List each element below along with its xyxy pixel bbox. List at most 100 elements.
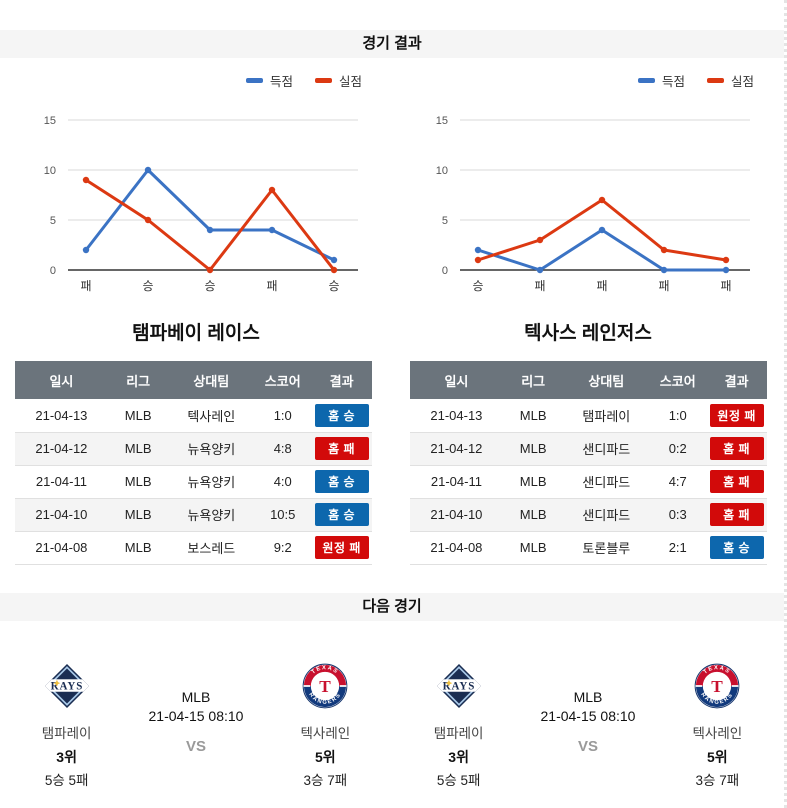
table-row: 21-04-13 MLB 텍사레인 1:0 홈 승 (15, 399, 372, 433)
result-badge: 홈 패 (709, 503, 764, 526)
table-header-row: 일시 리그 상대팀 스코어 결과 (410, 361, 767, 399)
cell-result: 홈 패 (706, 432, 767, 466)
match-datetime: 21-04-15 08:10 (540, 707, 636, 724)
cell-league: MLB (107, 432, 169, 466)
cell-score: 1:0 (254, 399, 312, 433)
svg-text:승: 승 (142, 279, 153, 293)
cell-opponent: 샌디파드 (563, 498, 650, 532)
home-team-record: 5승 5패 (44, 772, 89, 788)
legend-item-scored: 득점 (637, 71, 685, 90)
match-info: MLB 21-04-15 08:10 VS (133, 645, 258, 789)
col-header-result: 결과 (706, 361, 767, 399)
rays-team-title: 탬파베이 레이스 (132, 323, 260, 344)
cell-league: MLB (107, 399, 169, 433)
home-team-name: 탬파레이 (433, 725, 484, 741)
conceded-line-swatch-icon (706, 77, 724, 83)
rays-results-table: 일시 리그 상대팀 스코어 결과 21-04-13 MLB 텍사레인 1:0 홈… (15, 361, 372, 565)
cell-league: MLB (107, 498, 169, 532)
svg-text:TEXAS: TEXAS (703, 665, 732, 675)
cell-score: 1:0 (649, 399, 707, 433)
cell-league: MLB (502, 531, 564, 565)
result-badge: 홈 승 (314, 403, 369, 427)
result-badge: 홈 승 (314, 503, 369, 526)
svg-text:5: 5 (442, 215, 448, 227)
table-header-row: 일시 리그 상대팀 스코어 결과 (15, 361, 372, 399)
cell-result: 홈 패 (311, 432, 372, 466)
legend-item-conceded: 실점 (706, 71, 754, 90)
col-header-league: 리그 (107, 361, 169, 399)
scored-line-swatch-icon (637, 77, 655, 83)
cell-date: 21-04-11 (15, 465, 108, 499)
cell-league: MLB (502, 399, 564, 433)
result-badge: 홈 패 (314, 437, 369, 460)
svg-text:TEXAS: TEXAS (311, 665, 340, 675)
result-badge: 홈 패 (709, 470, 764, 493)
svg-text:T: T (712, 677, 724, 696)
svg-text:패: 패 (534, 279, 545, 293)
rangers-results-table: 일시 리그 상대팀 스코어 결과 21-04-13 MLB 탬파레이 1:0 원… (410, 361, 767, 565)
table-row: 21-04-11 MLB 샌디파드 4:7 홈 패 (410, 465, 767, 499)
col-header-league: 리그 (502, 361, 564, 399)
next-matches-row: RAYS 탬파레이 3위 5승 5패 MLB 21-04-15 08:10 VS (0, 645, 784, 789)
away-team-name: 텍사레인 (692, 725, 743, 741)
col-header-opponent: 상대팀 (563, 361, 650, 399)
cell-league: MLB (502, 498, 564, 532)
match-datetime: 21-04-15 08:10 (148, 707, 244, 724)
svg-text:T: T (320, 677, 332, 696)
cell-league: MLB (502, 432, 564, 466)
rangers-chart: 득점 실점 0 5 10 15 승 패 패 패 패 (392, 70, 784, 298)
legend-label: 실점 (338, 74, 362, 89)
rangers-team-title: 텍사스 레인저스 (524, 323, 652, 344)
svg-text:패: 패 (658, 279, 669, 293)
svg-text:패: 패 (596, 279, 607, 293)
home-team-record: 5승 5패 (436, 772, 481, 788)
rangers-chart-legend: 득점 실점 (392, 70, 784, 90)
section-title-next-game: 다음 경기 (0, 592, 784, 621)
home-team-rank: 3위 (448, 748, 469, 765)
rays-chart-legend: 득점 실점 (0, 70, 392, 90)
cell-result: 홈 패 (706, 498, 767, 532)
cell-score: 4:8 (254, 432, 312, 466)
conceded-line-swatch-icon (314, 77, 332, 83)
vs-label: VS (185, 737, 206, 755)
cell-score: 10:5 (254, 498, 312, 532)
cell-date: 21-04-10 (410, 498, 503, 532)
cell-league: MLB (502, 465, 564, 499)
table-row: 21-04-08 MLB 보스레드 9:2 원정 패 (15, 531, 372, 565)
result-badge: 홈 패 (709, 437, 764, 460)
table-row: 21-04-11 MLB 뉴욕양키 4:0 홈 승 (15, 465, 372, 499)
rangers-logo-icon: TEXAS RANGERS T (694, 663, 740, 708)
away-team-record: 3승 7패 (303, 772, 348, 788)
svg-text:승: 승 (328, 279, 339, 293)
cell-result: 원정 패 (706, 399, 767, 433)
home-team-rank: 3위 (56, 748, 77, 765)
cell-result: 홈 승 (706, 531, 767, 565)
away-team-record: 3승 7패 (695, 772, 740, 788)
table-row: 21-04-10 MLB 뉴욕양키 10:5 홈 승 (15, 498, 372, 532)
col-header-result: 결과 (311, 361, 372, 399)
cell-opponent: 토론블루 (563, 531, 650, 565)
legend-item-scored: 득점 (245, 71, 293, 90)
cell-date: 21-04-12 (410, 432, 503, 466)
rays-chart: 득점 실점 0 5 10 15 패 승 승 패 승 (0, 70, 392, 298)
svg-text:10: 10 (436, 165, 448, 177)
home-team: RAYS 탬파레이 3위 5승 5패 (392, 645, 525, 789)
away-team-name: 텍사레인 (300, 725, 351, 741)
cell-score: 0:3 (649, 498, 707, 532)
table-row: 21-04-10 MLB 샌디파드 0:3 홈 패 (410, 498, 767, 532)
rays-line-chart: 0 5 10 15 패 승 승 패 승 (44, 115, 358, 293)
legend-label: 득점 (661, 74, 685, 89)
col-header-score: 스코어 (649, 361, 707, 399)
home-team-name: 탬파레이 (41, 725, 92, 741)
rangers-logo-icon: TEXAS RANGERS T (302, 663, 348, 708)
cell-result: 홈 승 (311, 498, 372, 532)
table-row: 21-04-08 MLB 토론블루 2:1 홈 승 (410, 531, 767, 565)
away-team-rank: 5위 (707, 748, 728, 765)
cell-opponent: 탬파레이 (563, 399, 650, 433)
table-row: 21-04-13 MLB 탬파레이 1:0 원정 패 (410, 399, 767, 433)
cell-score: 4:7 (649, 465, 707, 499)
cell-date: 21-04-10 (15, 498, 108, 532)
result-badge: 홈 승 (314, 470, 369, 493)
cell-date: 21-04-08 (15, 531, 108, 565)
match-league: MLB (181, 688, 211, 705)
